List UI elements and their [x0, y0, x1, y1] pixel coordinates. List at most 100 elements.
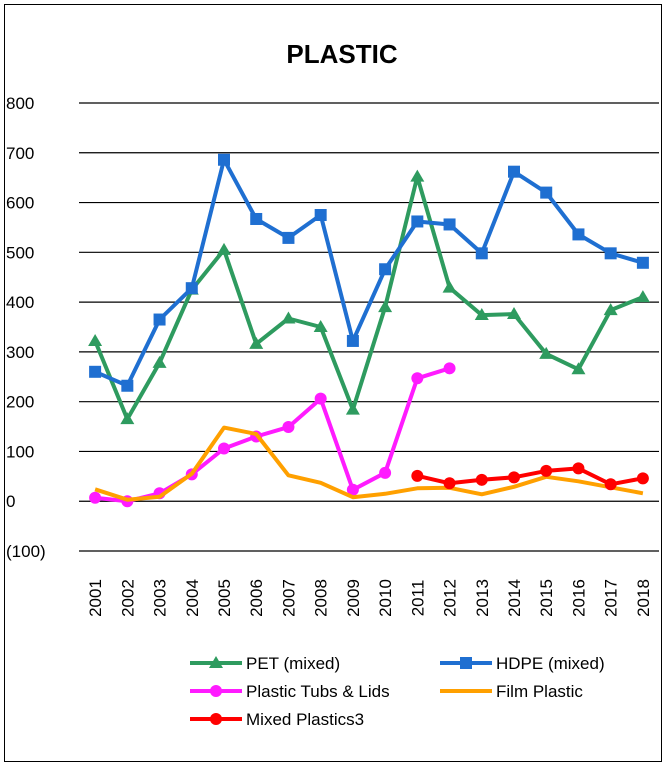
- x-tick-label: 2011: [408, 580, 427, 617]
- data-point: [121, 379, 134, 392]
- legend-marker: [209, 656, 223, 668]
- y-tick-label: 0: [6, 492, 15, 511]
- data-point: [474, 308, 489, 321]
- data-point: [540, 186, 553, 199]
- data-point: [218, 442, 230, 455]
- data-point: [540, 464, 553, 477]
- data-point: [379, 466, 392, 479]
- data-point: [314, 209, 327, 221]
- data-point: [378, 300, 393, 313]
- y-tick-label: 300: [6, 343, 34, 362]
- data-point: [249, 336, 264, 349]
- y-tick-label: (100): [6, 542, 46, 561]
- data-point: [314, 392, 327, 405]
- series-4: [411, 462, 649, 491]
- data-point: [410, 169, 425, 182]
- data-point: [508, 165, 520, 178]
- data-point: [346, 483, 359, 496]
- y-tick-label: 800: [6, 94, 34, 113]
- data-point: [153, 313, 166, 326]
- x-tick-label: 2004: [183, 579, 202, 617]
- data-point: [313, 320, 328, 332]
- legend-marker: [210, 713, 222, 725]
- data-point: [442, 280, 457, 293]
- x-tick-label: 2006: [247, 579, 266, 617]
- data-point: [571, 362, 586, 375]
- x-tick-label: 2014: [505, 579, 524, 617]
- legend-label: Mixed Plastics3: [246, 710, 364, 729]
- x-tick-label: 2001: [86, 579, 105, 617]
- data-point: [282, 231, 295, 244]
- data-point: [443, 477, 456, 490]
- y-tick-label: 100: [6, 442, 34, 461]
- data-point: [379, 263, 392, 276]
- data-point: [346, 334, 359, 347]
- y-tick-label: 700: [6, 144, 34, 163]
- data-point: [604, 247, 617, 260]
- gridlines: [79, 102, 659, 552]
- series-line: [94, 366, 451, 504]
- data-point: [89, 491, 102, 504]
- x-tick-label: 2017: [602, 579, 621, 617]
- series-3: [94, 425, 644, 502]
- x-tick-label: 2010: [376, 579, 395, 617]
- data-point: [636, 256, 649, 269]
- data-point: [185, 282, 198, 295]
- data-point: [411, 469, 424, 482]
- data-point: [345, 402, 360, 415]
- data-point: [603, 303, 618, 316]
- data-point: [152, 355, 167, 368]
- y-axis-ticks: (100) 0 100 200 300 400 500 600 700 800: [6, 94, 46, 561]
- y-tick-label: 500: [6, 243, 34, 262]
- x-tick-label: 2008: [312, 579, 331, 617]
- series-line: [94, 425, 644, 502]
- legend-item: Film Plastic: [440, 682, 583, 701]
- series-2: [89, 362, 456, 508]
- legend-item: HDPE (mixed): [440, 654, 605, 673]
- x-tick-label: 2018: [634, 579, 653, 617]
- data-point: [250, 212, 263, 225]
- data-point: [281, 311, 296, 324]
- legend-item: PET (mixed): [190, 654, 340, 673]
- data-point: [120, 412, 135, 425]
- series-0: [88, 169, 650, 425]
- data-point: [572, 228, 585, 241]
- series-lines: [88, 153, 650, 508]
- data-point: [217, 242, 231, 255]
- data-point: [475, 247, 488, 260]
- legend-label: PET (mixed): [246, 654, 340, 673]
- chart-title: PLASTIC: [286, 39, 397, 69]
- data-point: [475, 473, 488, 486]
- legend-label: HDPE (mixed): [496, 654, 605, 673]
- x-tick-label: 2015: [537, 579, 556, 617]
- data-point: [572, 462, 585, 475]
- legend-item: Mixed Plastics3: [190, 710, 364, 729]
- legend: PET (mixed) HDPE (mixed) Plastic Tubs & Li…: [190, 654, 605, 729]
- data-point: [636, 472, 649, 485]
- legend-marker: [210, 685, 222, 697]
- y-tick-label: 200: [6, 393, 34, 412]
- x-tick-label: 2002: [118, 579, 137, 617]
- x-tick-label: 2005: [215, 579, 234, 617]
- x-axis-ticks: 2001 2002 2003 2004 2005 2006 2007 2008 2009 2010…: [86, 579, 653, 617]
- data-point: [88, 333, 103, 346]
- data-point: [282, 421, 295, 434]
- data-point: [443, 218, 456, 231]
- data-point: [539, 346, 554, 359]
- x-tick-label: 2016: [569, 579, 588, 617]
- data-point: [89, 365, 102, 378]
- y-tick-label: 400: [6, 293, 34, 312]
- y-tick-label: 600: [6, 194, 34, 213]
- data-point: [507, 307, 521, 320]
- legend-label: Film Plastic: [496, 682, 583, 701]
- data-point: [218, 153, 230, 166]
- data-point: [635, 290, 650, 303]
- x-tick-label: 2012: [441, 579, 460, 617]
- data-point: [443, 362, 456, 375]
- legend-marker: [460, 657, 472, 669]
- series-1: [89, 153, 649, 392]
- data-point: [508, 471, 520, 484]
- x-tick-label: 2007: [279, 579, 298, 617]
- legend-item: Plastic Tubs & Lids: [190, 682, 390, 701]
